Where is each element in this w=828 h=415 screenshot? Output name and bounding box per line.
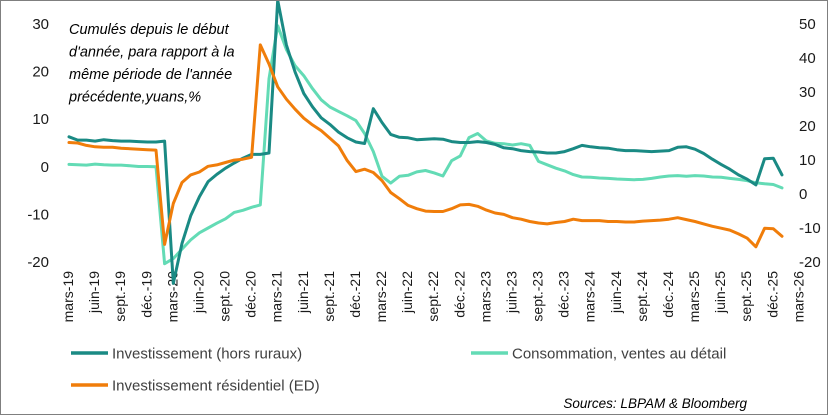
legend-item: Investissement (hors ruraux) bbox=[71, 346, 302, 363]
x-tick-label: déc.-22 bbox=[451, 271, 467, 318]
right-y-tick-label: 40 bbox=[799, 50, 816, 67]
series-line bbox=[67, 24, 784, 266]
x-tick-label: mars-19 bbox=[60, 271, 76, 323]
series-line bbox=[67, 1, 784, 285]
x-tick-label: mars-25 bbox=[686, 271, 702, 323]
x-tick-label: juin-21 bbox=[295, 271, 311, 314]
right-y-tick-label: 10 bbox=[799, 152, 816, 169]
source-note: Sources: LBPAM & Bloomberg bbox=[563, 396, 747, 411]
x-tick-label: sept.-22 bbox=[425, 271, 441, 322]
annotation-line: d'année, para rapport à la bbox=[69, 45, 235, 61]
legend-label: Investissement résidentiel (ED) bbox=[112, 378, 320, 395]
left-y-tick-label: 30 bbox=[32, 16, 49, 33]
right-y-tick-label: 30 bbox=[799, 84, 816, 101]
left-y-tick-label: -20 bbox=[27, 254, 49, 271]
x-tick-label: juin-24 bbox=[608, 271, 624, 314]
x-tick-label: sept.-24 bbox=[634, 271, 650, 322]
x-tick-label: juin-25 bbox=[712, 271, 728, 314]
series-lines bbox=[67, 1, 784, 285]
chart-legend: Investissement (hors ruraux) Consommation… bbox=[71, 346, 726, 395]
annotation-line: Cumulés depuis le début bbox=[69, 22, 230, 38]
x-tick-label: sept.-23 bbox=[530, 271, 546, 322]
right-y-tick-label: 50 bbox=[799, 16, 816, 33]
x-tick-label: sept.-20 bbox=[217, 271, 233, 322]
right-y-tick-label: -20 bbox=[799, 254, 821, 271]
left-y-tick-label: 20 bbox=[32, 64, 49, 81]
x-tick-label: sept.-21 bbox=[321, 271, 337, 322]
x-tick-label: déc.-21 bbox=[347, 271, 363, 318]
x-tick-label: mars-26 bbox=[790, 271, 806, 323]
annotation-line: précédente,yuans,% bbox=[68, 90, 201, 106]
x-tick-label: juin-19 bbox=[86, 271, 102, 314]
left-y-tick-label: 0 bbox=[41, 159, 49, 176]
legend-label: Consommation, ventes au détail bbox=[512, 346, 726, 363]
legend-label: Investissement (hors ruraux) bbox=[112, 346, 302, 363]
x-tick-label: déc.-19 bbox=[138, 271, 154, 318]
left-y-axis: 30 20 10 0 -10 -20 bbox=[27, 16, 49, 271]
annotation-line: même période de l'année bbox=[69, 67, 232, 83]
chart-annotation: Cumulés depuis le début d'année, para rap… bbox=[68, 22, 235, 106]
right-y-tick-label: -10 bbox=[799, 220, 821, 237]
legend-item: Investissement résidentiel (ED) bbox=[71, 378, 320, 395]
x-tick-label: déc.-20 bbox=[243, 271, 259, 318]
series-line bbox=[67, 43, 784, 249]
left-y-tick-label: 10 bbox=[32, 111, 49, 128]
x-tick-label: déc.-24 bbox=[660, 271, 676, 318]
x-tick-label: sept.-25 bbox=[738, 271, 754, 322]
x-tick-label: mars-23 bbox=[477, 271, 493, 323]
x-tick-label: mars-20 bbox=[164, 271, 180, 323]
x-tick-label: juin-20 bbox=[190, 271, 206, 314]
x-tick-label: mars-21 bbox=[269, 271, 285, 323]
right-y-tick-label: 20 bbox=[799, 118, 816, 135]
x-tick-label: déc.-23 bbox=[556, 271, 572, 318]
x-axis: mars-19 juin-19 sept.-19 déc.-19 mars-20 juin… bbox=[60, 271, 806, 323]
legend-item: Consommation, ventes au détail bbox=[471, 346, 726, 363]
right-y-tick-label: 0 bbox=[799, 186, 807, 203]
x-tick-label: juin-22 bbox=[399, 271, 415, 314]
x-tick-label: juin-23 bbox=[503, 271, 519, 314]
x-tick-label: sept.-19 bbox=[112, 271, 128, 322]
right-y-axis: 50 40 30 20 10 0 -10 -20 bbox=[799, 16, 821, 271]
x-tick-label: mars-24 bbox=[582, 271, 598, 323]
left-y-tick-label: -10 bbox=[27, 206, 49, 223]
x-tick-label: mars-22 bbox=[373, 271, 389, 323]
x-tick-label: déc.-25 bbox=[764, 271, 780, 318]
